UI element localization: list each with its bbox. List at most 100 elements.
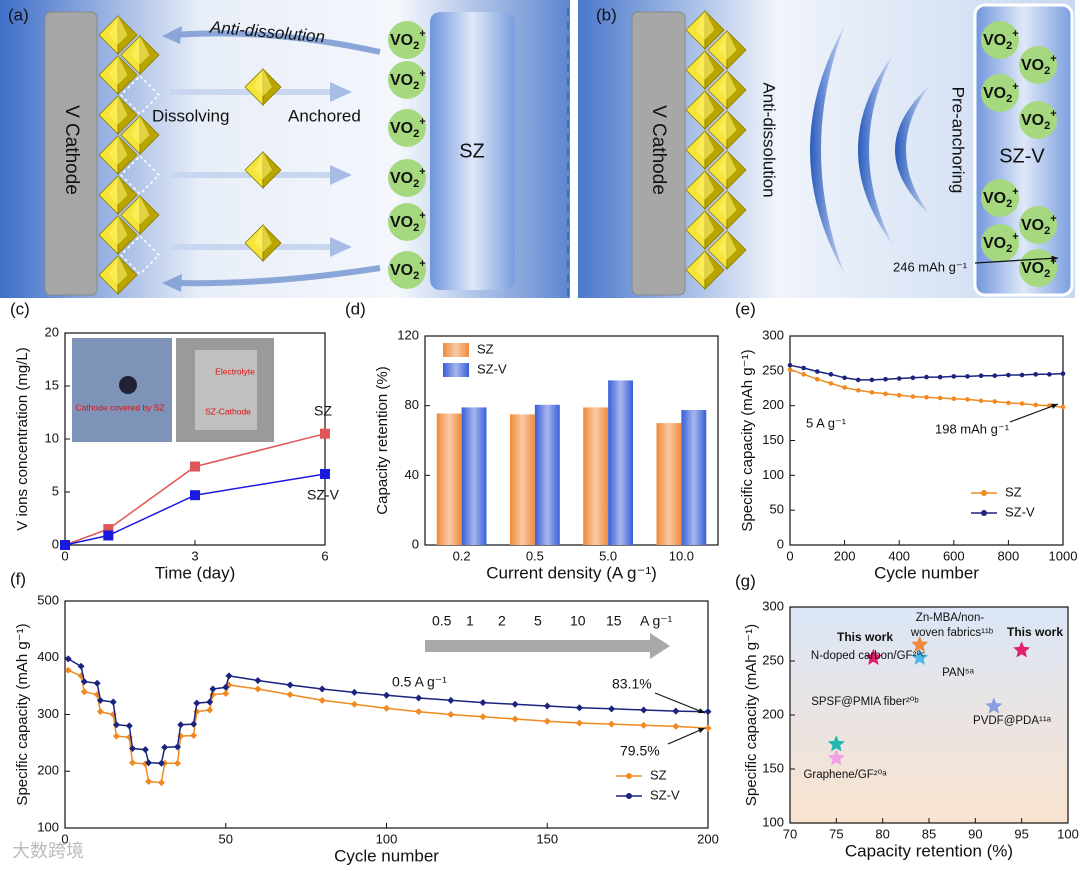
marker — [896, 376, 902, 381]
octahedron-face — [108, 216, 128, 245]
marker — [193, 699, 201, 707]
marker — [511, 715, 519, 723]
ion-base: VO — [1021, 112, 1044, 129]
ion-bubble — [981, 21, 1019, 59]
y-axis-title: Specific capacity (mAh g⁻¹) — [739, 349, 756, 531]
marker — [1019, 401, 1025, 406]
ion-bubble — [388, 251, 426, 289]
marker — [608, 705, 616, 713]
x-tick-label: 50 — [219, 831, 233, 846]
marker — [177, 721, 185, 729]
y-axis-title: Capacity retention (%) — [374, 366, 391, 514]
marker — [704, 724, 712, 732]
y-tick-label: 300 — [762, 327, 784, 342]
y-tick-label: 500 — [37, 592, 59, 607]
ion-base: VO — [390, 170, 413, 187]
rate-label: 10 — [570, 613, 586, 629]
y-axis-title: Specific capacity (mAh g⁻¹) — [743, 624, 760, 806]
marker — [103, 524, 114, 535]
ion-bubble — [1019, 206, 1057, 244]
ion-sub: 2 — [413, 80, 419, 92]
ion-label: VO2+ — [983, 81, 1019, 105]
marker — [640, 706, 648, 714]
ion-bubble — [388, 61, 426, 99]
marker — [951, 374, 957, 379]
marker — [864, 648, 882, 665]
octahedron-face — [717, 31, 737, 60]
y-tick-label: 50 — [770, 502, 784, 517]
ion-label: VO2+ — [983, 186, 1019, 210]
x-tick-label: 200 — [834, 548, 856, 563]
marker — [827, 735, 845, 752]
ion-base: VO — [1021, 57, 1044, 74]
y-tick-label: 0 — [52, 536, 59, 551]
ion-base: VO — [390, 32, 413, 49]
marker — [141, 746, 149, 754]
marker — [320, 468, 330, 479]
rate-label: 0.5 — [432, 613, 452, 629]
marker — [855, 388, 861, 393]
arrow-label: Dissolving — [152, 106, 229, 125]
inset-label: SZ-Cathode — [205, 406, 251, 416]
ion-label: VO2+ — [1021, 53, 1057, 77]
y-tick-label: 100 — [762, 814, 784, 829]
rate-label: 2 — [498, 613, 506, 629]
octahedron-face — [717, 71, 737, 100]
marker — [1060, 371, 1066, 376]
ion-label: VO2+ — [983, 231, 1019, 255]
marker — [608, 720, 616, 728]
marker — [190, 490, 200, 501]
y-tick-label: 200 — [762, 706, 784, 721]
marker — [575, 719, 583, 727]
point-label: This work — [837, 630, 893, 644]
x-tick-label: 1000 — [1049, 548, 1078, 563]
x-tick-label: 75 — [829, 826, 843, 841]
octahedron-face — [130, 116, 150, 145]
photo-detail — [119, 376, 137, 394]
marker — [80, 678, 88, 686]
y-tick-label: 40 — [405, 467, 419, 482]
marker — [951, 396, 957, 402]
ion-sup: + — [1012, 186, 1018, 198]
ion-bubble — [1019, 101, 1057, 139]
marker — [60, 540, 70, 550]
separator-label: SZ-V — [999, 145, 1045, 167]
legend-label: SZ-V — [650, 787, 680, 802]
ion-sub: 2 — [1006, 198, 1012, 210]
annotation: 246 mAh g⁻¹ — [893, 259, 968, 274]
y-axis-title: V ions concentration (mg/L) — [14, 347, 31, 530]
ion-sup: + — [1012, 231, 1018, 243]
marker — [828, 381, 834, 386]
x-tick-label: 0.2 — [453, 548, 471, 563]
rate-arrow — [425, 633, 670, 659]
ion-label: VO2+ — [1021, 213, 1057, 237]
marker — [910, 394, 916, 399]
octahedron-face — [717, 151, 737, 180]
marker — [206, 706, 214, 714]
ion-sub: 2 — [1006, 243, 1012, 255]
x-tick-label: 150 — [536, 831, 558, 846]
marker — [640, 721, 648, 729]
marker — [787, 362, 793, 368]
separator-slab — [430, 12, 515, 290]
arrow-head — [330, 237, 352, 257]
marker — [206, 698, 214, 706]
legend-label: SZ — [650, 767, 667, 782]
arrow-head — [1051, 403, 1058, 409]
x-tick-label: 95 — [1014, 826, 1028, 841]
marker — [896, 392, 902, 398]
marker — [855, 377, 861, 383]
marker — [511, 700, 519, 708]
bar — [583, 407, 609, 545]
marker — [320, 428, 330, 439]
arrow-anti — [174, 30, 381, 55]
ion-label: VO2+ — [390, 166, 426, 190]
x-tick-label: 0.5 — [526, 548, 544, 563]
x-tick-label: 800 — [998, 548, 1020, 563]
ion-sup: + — [1012, 81, 1018, 93]
marker — [80, 688, 88, 696]
watermark: 大数跨境 — [12, 841, 84, 861]
x-tick-label: 3 — [191, 548, 198, 563]
marker — [911, 648, 929, 665]
rate-label: 5 — [534, 613, 542, 629]
